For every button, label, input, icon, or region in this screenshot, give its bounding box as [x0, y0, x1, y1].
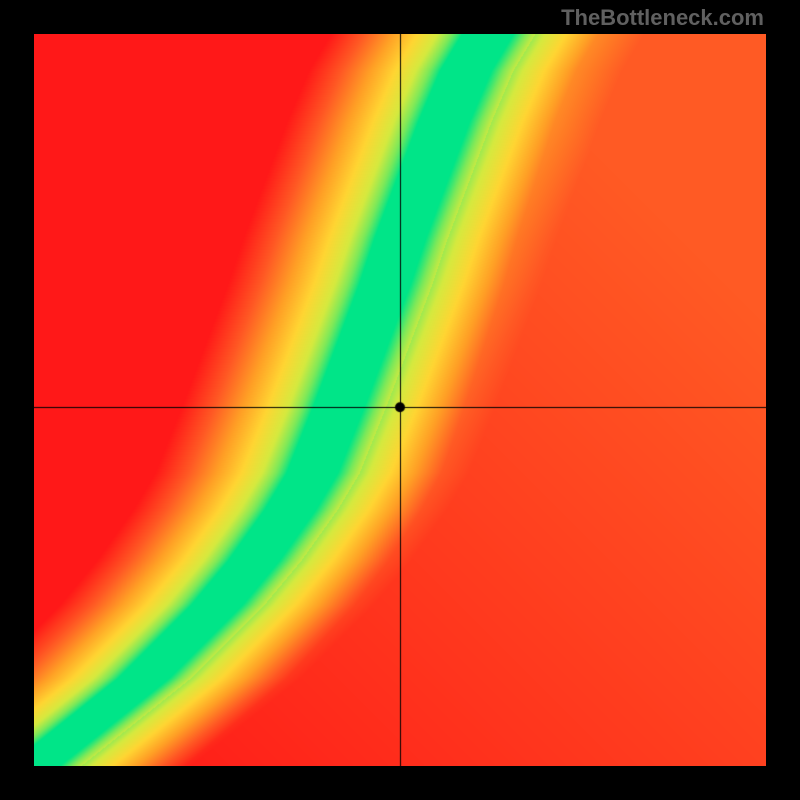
bottleneck-heatmap — [34, 34, 766, 766]
watermark-text: TheBottleneck.com — [561, 5, 764, 31]
